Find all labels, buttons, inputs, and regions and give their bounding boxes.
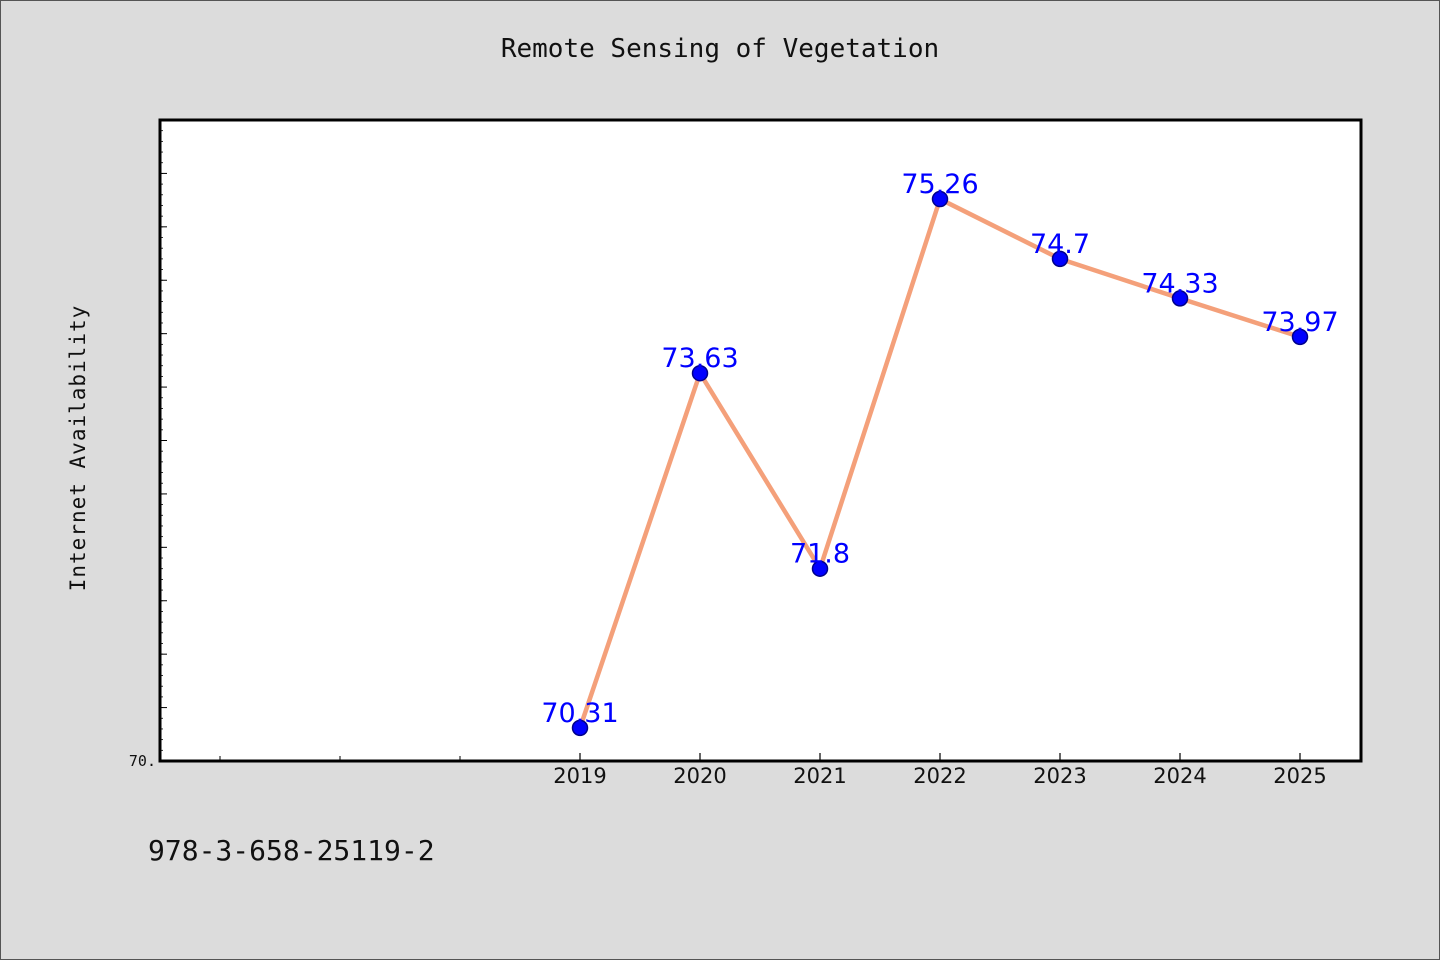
x-tick-label: 2020 <box>673 764 726 788</box>
data-point <box>1171 290 1189 307</box>
plot-area <box>160 120 1361 761</box>
chart-title: Remote Sensing of Vegetation <box>500 34 940 64</box>
data-point <box>1051 250 1069 268</box>
footer-code: 978-3-658-25119-2 <box>148 834 435 867</box>
x-tick-label: 2024 <box>1153 764 1206 788</box>
x-tick-label: 2019 <box>553 764 606 788</box>
x-tick-label: 2022 <box>913 764 966 788</box>
y-tick-label: 70. <box>129 752 156 770</box>
data-label: 75.26 <box>901 169 978 200</box>
plot-border <box>158 118 1363 763</box>
data-label: 71.8 <box>790 539 850 570</box>
tick-layer: 70. 2019 2020 2021 2022 2023 2024 2025 <box>129 130 1327 788</box>
data-label-layer: 70.31 73.63 71.8 75.26 74.7 74.33 73.97 <box>541 169 1338 729</box>
data-label: 73.97 <box>1261 307 1338 338</box>
marker-layer <box>571 190 1309 737</box>
data-label: 70.31 <box>541 698 618 729</box>
data-label: 74.33 <box>1141 268 1218 299</box>
x-tick-label: 2021 <box>793 764 846 788</box>
data-point <box>931 190 949 208</box>
x-tick-label: 2023 <box>1033 764 1086 788</box>
data-point <box>1291 328 1309 346</box>
data-point <box>571 719 589 737</box>
data-label: 73.63 <box>661 343 738 374</box>
data-point <box>811 560 829 577</box>
data-point <box>691 364 709 382</box>
x-tick-label: 2025 <box>1273 764 1326 788</box>
data-label: 74.7 <box>1030 229 1090 260</box>
